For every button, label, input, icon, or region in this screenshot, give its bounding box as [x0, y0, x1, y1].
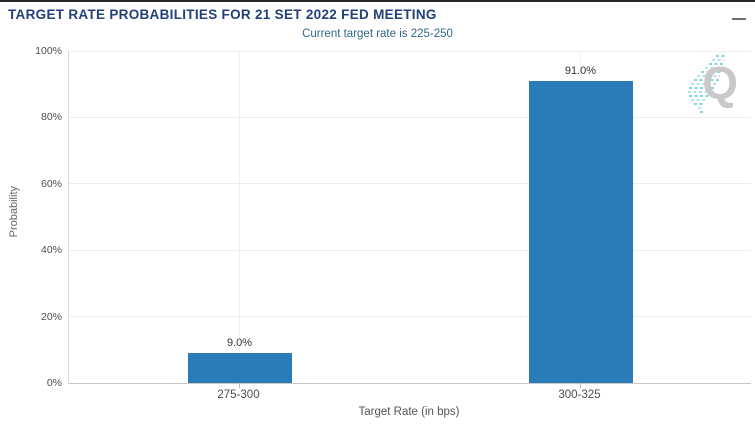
hamburger-menu-icon[interactable] [732, 10, 746, 22]
v-gridline [239, 51, 240, 383]
h-gridline [69, 116, 751, 118]
y-tick-label: 100% [35, 45, 62, 57]
h-gridline [69, 50, 751, 52]
x-category-label: 300-325 [558, 389, 601, 401]
y-tick-label: 60% [40, 177, 62, 190]
top-border [0, 0, 755, 2]
h-gridline [69, 183, 751, 185]
chart-title: TARGET RATE PROBABILITIES FOR 21 SET 202… [8, 7, 437, 22]
y-tick-label: 40% [40, 244, 62, 257]
x-tick-mark [579, 383, 581, 388]
plot-area: 9.0% 91.0% [68, 50, 751, 384]
chart-subtitle: Current target rate is 225-250 [302, 28, 453, 40]
x-tick-mark [238, 383, 240, 388]
bar-value-label: 9.0% [226, 337, 253, 350]
bar-value-label: 91.0% [564, 64, 597, 77]
x-axis-title: Target Rate (in bps) [358, 406, 460, 418]
y-tick-label: 20% [40, 310, 62, 323]
h-gridline [69, 316, 751, 318]
bar-275-300[interactable] [187, 353, 292, 383]
y-tick-label: 80% [40, 111, 62, 124]
x-category-label: 275-300 [217, 389, 260, 401]
y-axis-title: Probability [8, 186, 20, 238]
h-gridline [69, 249, 751, 251]
hamburger-bar [732, 17, 746, 20]
bar-300-325[interactable] [528, 80, 633, 383]
y-tick-label: 0% [46, 377, 62, 389]
